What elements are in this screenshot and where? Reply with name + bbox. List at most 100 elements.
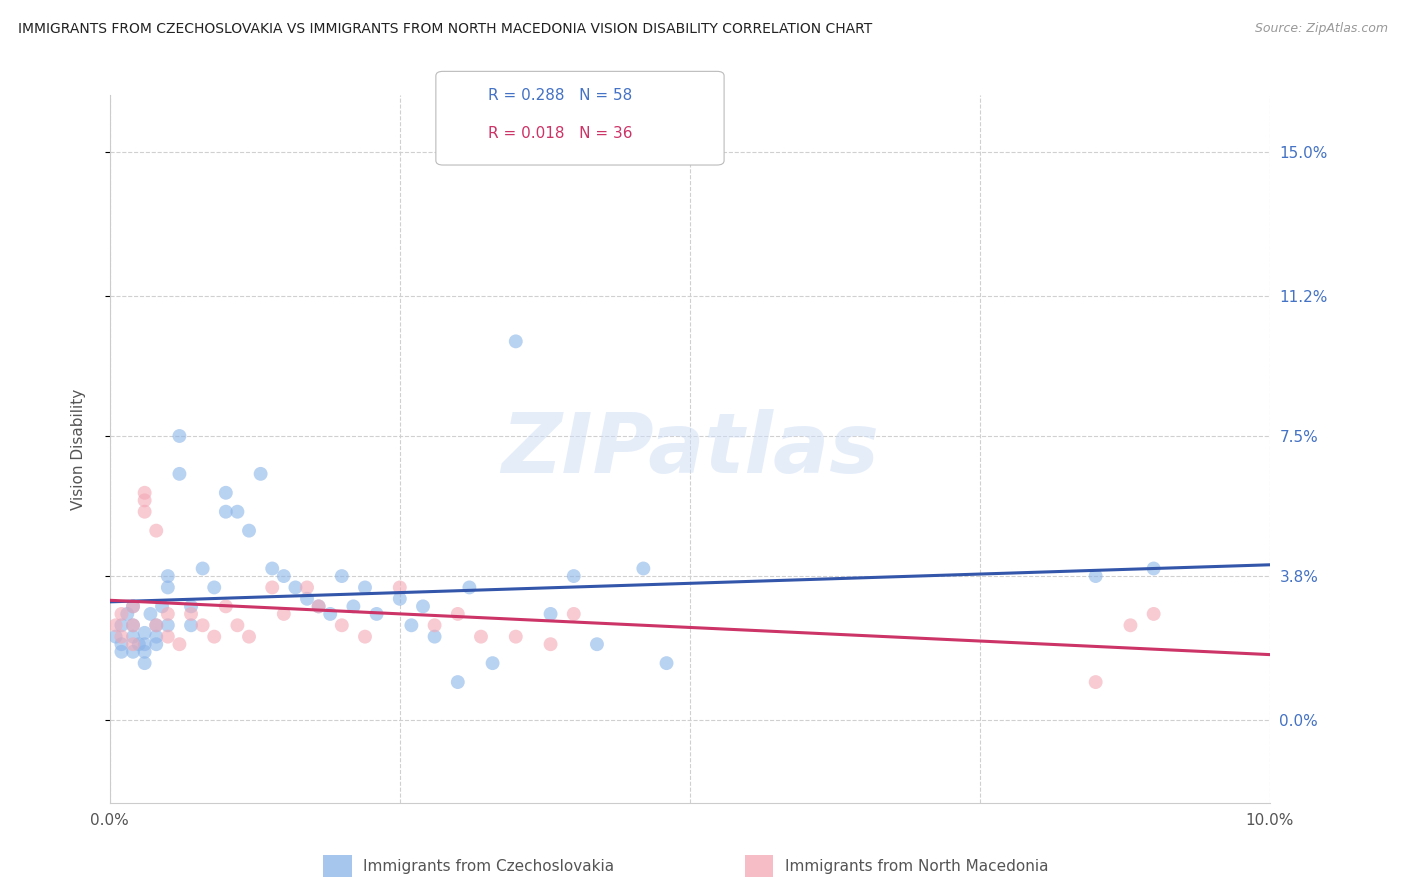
Point — [458, 581, 481, 595]
Point — [145, 524, 167, 538]
Point — [134, 637, 156, 651]
Point — [226, 505, 249, 519]
Point — [169, 467, 191, 481]
Point — [128, 637, 150, 651]
Text: Source: ZipAtlas.com: Source: ZipAtlas.com — [1254, 22, 1388, 36]
Point — [145, 618, 167, 632]
Point — [215, 505, 238, 519]
Point — [1084, 675, 1107, 690]
Point — [191, 618, 214, 632]
Point — [202, 630, 225, 644]
Point — [388, 581, 411, 595]
Point — [110, 607, 132, 621]
Point — [122, 618, 145, 632]
Point — [295, 581, 318, 595]
Point — [122, 630, 145, 644]
Point — [122, 637, 145, 651]
Point — [633, 561, 655, 575]
Point — [134, 485, 156, 500]
Point — [104, 630, 127, 644]
Point — [540, 637, 562, 651]
Point — [354, 630, 377, 644]
Point — [150, 599, 173, 614]
Point — [354, 581, 377, 595]
Text: Immigrants from North Macedonia: Immigrants from North Macedonia — [785, 859, 1047, 873]
Point — [330, 569, 353, 583]
Point — [156, 569, 179, 583]
Point — [104, 618, 127, 632]
Point — [388, 591, 411, 606]
Point — [156, 630, 179, 644]
Point — [655, 656, 678, 670]
Point — [342, 599, 364, 614]
Point — [1084, 569, 1107, 583]
Point — [110, 630, 132, 644]
Text: IMMIGRANTS FROM CZECHOSLOVAKIA VS IMMIGRANTS FROM NORTH MACEDONIA VISION DISABIL: IMMIGRANTS FROM CZECHOSLOVAKIA VS IMMIGR… — [18, 22, 873, 37]
Point — [562, 569, 585, 583]
Point — [134, 645, 156, 659]
Point — [191, 561, 214, 575]
Point — [470, 630, 492, 644]
Point — [134, 493, 156, 508]
Y-axis label: Vision Disability: Vision Disability — [72, 389, 86, 510]
Point — [156, 581, 179, 595]
Point — [262, 561, 284, 575]
Point — [122, 618, 145, 632]
Point — [505, 334, 527, 349]
Point — [110, 637, 132, 651]
Point — [215, 485, 238, 500]
Point — [110, 618, 132, 632]
Point — [447, 675, 470, 690]
Point — [110, 645, 132, 659]
Point — [238, 524, 260, 538]
Point — [145, 630, 167, 644]
Point — [540, 607, 562, 621]
Point — [169, 429, 191, 443]
Point — [1143, 561, 1166, 575]
Point — [180, 618, 202, 632]
Point — [284, 581, 307, 595]
Point — [238, 630, 260, 644]
Point — [273, 569, 295, 583]
Point — [180, 607, 202, 621]
Text: Immigrants from Czechoslovakia: Immigrants from Czechoslovakia — [363, 859, 614, 873]
Point — [262, 581, 284, 595]
Point — [401, 618, 423, 632]
Point — [169, 637, 191, 651]
Point — [145, 618, 167, 632]
Point — [1119, 618, 1142, 632]
Point — [215, 599, 238, 614]
Text: R = 0.018   N = 36: R = 0.018 N = 36 — [488, 127, 633, 141]
Point — [308, 599, 330, 614]
Point — [139, 607, 162, 621]
Point — [319, 607, 342, 621]
Point — [122, 599, 145, 614]
Point — [249, 467, 271, 481]
Point — [423, 618, 446, 632]
Point — [295, 591, 318, 606]
Point — [308, 599, 330, 614]
Point — [330, 618, 353, 632]
Point — [423, 630, 446, 644]
Point — [1143, 607, 1166, 621]
Point — [156, 618, 179, 632]
Point — [134, 505, 156, 519]
Point — [562, 607, 585, 621]
Point — [180, 599, 202, 614]
Point — [226, 618, 249, 632]
Point — [117, 607, 139, 621]
Point — [134, 625, 156, 640]
Point — [122, 645, 145, 659]
Point — [481, 656, 503, 670]
Point — [586, 637, 609, 651]
Point — [447, 607, 470, 621]
Point — [505, 630, 527, 644]
Point — [145, 637, 167, 651]
Point — [366, 607, 388, 621]
Text: ZIPatlas: ZIPatlas — [501, 409, 879, 490]
Point — [122, 599, 145, 614]
Point — [156, 607, 179, 621]
Text: R = 0.288   N = 58: R = 0.288 N = 58 — [488, 88, 633, 103]
Point — [202, 581, 225, 595]
Point — [134, 656, 156, 670]
